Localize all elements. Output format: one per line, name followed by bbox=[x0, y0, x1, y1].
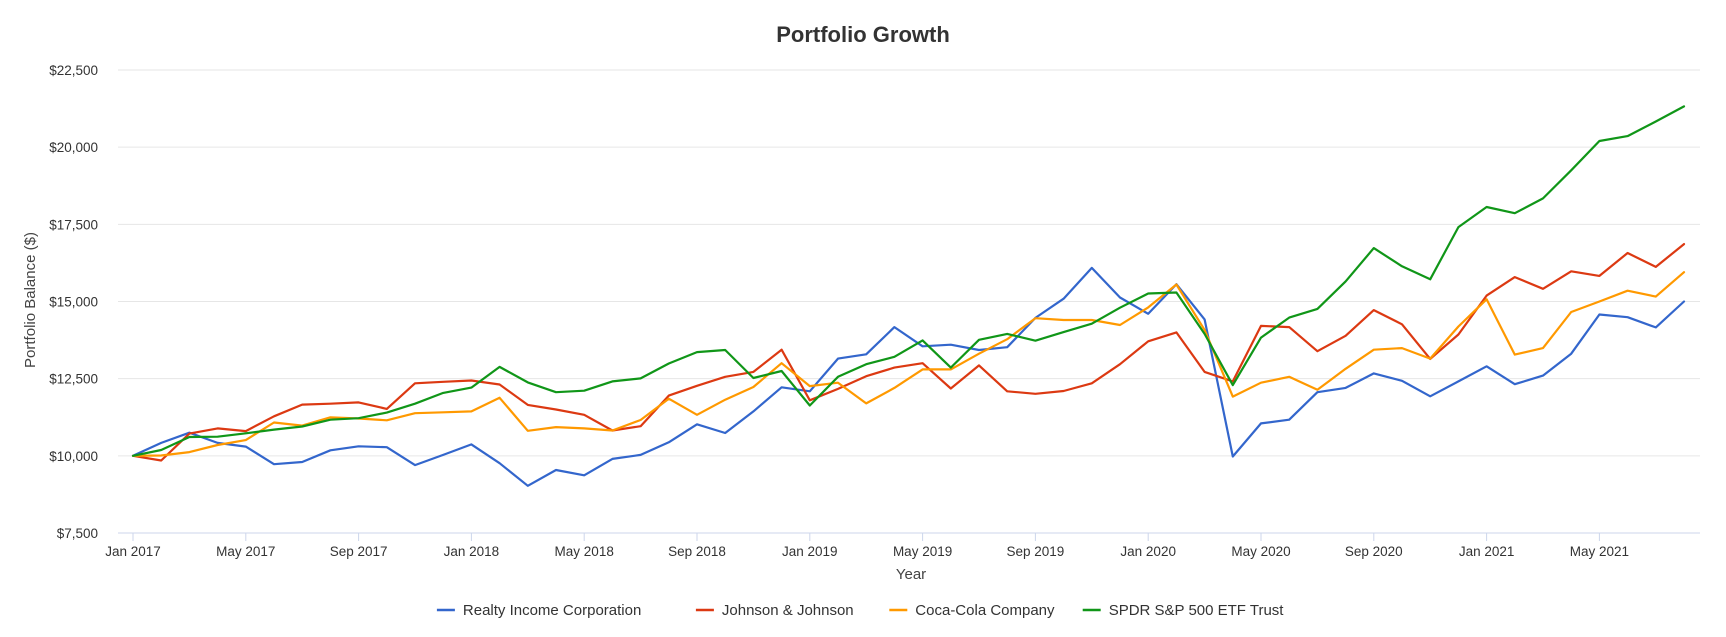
legend-item[interactable]: Coca-Cola Company bbox=[889, 602, 1055, 619]
x-tick-label: May 2018 bbox=[555, 544, 614, 559]
gridlines bbox=[118, 69, 1700, 457]
x-tick-label: Sep 2019 bbox=[1006, 544, 1064, 559]
series-line-1 bbox=[131, 243, 1686, 462]
x-tick-label: Jan 2019 bbox=[782, 544, 838, 559]
x-axis-label: Year bbox=[896, 566, 926, 583]
chart-title: Portfolio Growth bbox=[776, 22, 950, 47]
x-tick-label: Sep 2017 bbox=[330, 544, 388, 559]
series-line-2 bbox=[131, 271, 1686, 457]
y-tick-label: $22,500 bbox=[49, 63, 98, 78]
legend-label: Coca-Cola Company bbox=[915, 602, 1055, 619]
legend-label: SPDR S&P 500 ETF Trust bbox=[1109, 602, 1285, 619]
y-tick-label: $20,000 bbox=[49, 140, 98, 155]
x-tick-label: May 2021 bbox=[1570, 544, 1629, 559]
y-axis-label: Portfolio Balance ($) bbox=[22, 232, 39, 368]
legend: Realty Income Corporation Johnson & Johns… bbox=[436, 602, 1285, 619]
x-tick-label: Jan 2021 bbox=[1459, 544, 1515, 559]
y-tick-label: $15,000 bbox=[49, 295, 98, 310]
x-tick-label: May 2020 bbox=[1231, 544, 1290, 559]
series-line-0 bbox=[131, 266, 1686, 487]
y-tick-label: $7,500 bbox=[57, 526, 98, 541]
y-axis: $7,500 $10,000 $12,500 $15,000 $17,500 $20,00… bbox=[49, 63, 98, 541]
x-tick-label: Jan 2018 bbox=[444, 544, 500, 559]
x-tick-label: Sep 2018 bbox=[668, 544, 726, 559]
series-lines bbox=[131, 105, 1686, 487]
x-tick-label: Jan 2020 bbox=[1120, 544, 1176, 559]
legend-item[interactable]: Johnson & Johnson bbox=[695, 602, 854, 619]
x-tick-label: May 2017 bbox=[216, 544, 275, 559]
legend-item[interactable]: Realty Income Corporation bbox=[436, 602, 641, 619]
series-line-3 bbox=[131, 105, 1686, 457]
x-tick-label: Jan 2017 bbox=[105, 544, 161, 559]
x-tick-label: Sep 2020 bbox=[1345, 544, 1403, 559]
y-tick-label: $10,000 bbox=[49, 449, 98, 464]
y-tick-label: $17,500 bbox=[49, 217, 98, 232]
legend-label: Realty Income Corporation bbox=[463, 602, 641, 619]
x-tick-label: May 2019 bbox=[893, 544, 952, 559]
y-tick-label: $12,500 bbox=[49, 372, 98, 387]
x-axis: Jan 2017 May 2017 Sep 2017 Jan 2018 May 2018… bbox=[105, 532, 1700, 559]
legend-item[interactable]: SPDR S&P 500 ETF Trust bbox=[1082, 602, 1285, 619]
legend-label: Johnson & Johnson bbox=[722, 602, 854, 619]
